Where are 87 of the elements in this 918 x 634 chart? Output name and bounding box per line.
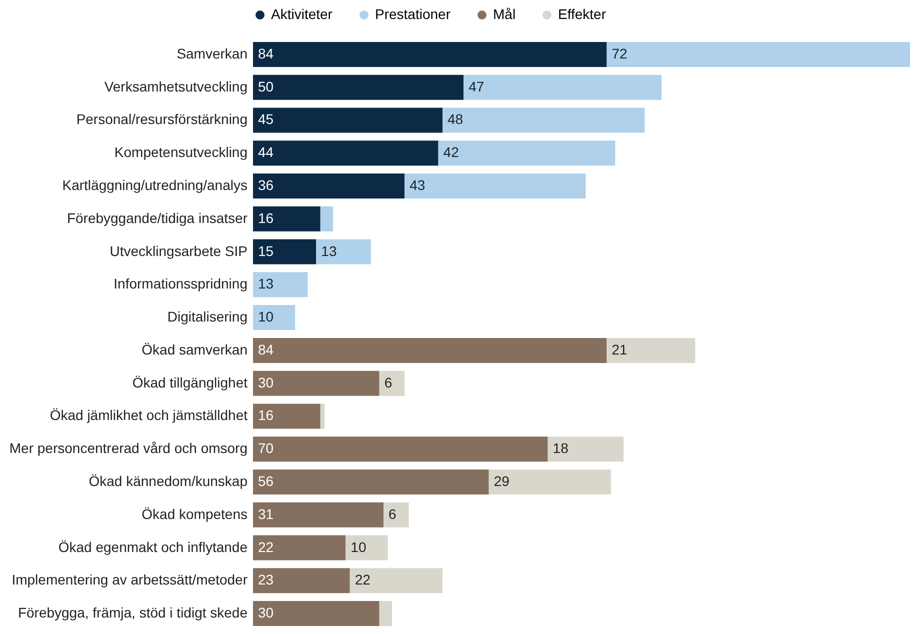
bar bbox=[438, 140, 616, 166]
y-tick-label: Ökad samverkan bbox=[142, 341, 248, 358]
bar bbox=[253, 568, 350, 594]
data-label: 16 bbox=[258, 210, 274, 226]
data-label: 72 bbox=[612, 45, 628, 62]
y-tick-label: Digitalisering bbox=[167, 308, 248, 325]
y-tick-label: Utvecklingsarbete SIP bbox=[110, 242, 248, 259]
data-label: 43 bbox=[410, 177, 426, 193]
data-label: 31 bbox=[258, 506, 274, 522]
y-tick-label: Förebyggande/tidiga insatser bbox=[66, 210, 248, 226]
data-label: 70 bbox=[258, 440, 274, 456]
bar bbox=[253, 206, 320, 232]
data-label: 13 bbox=[258, 276, 274, 292]
data-label: 48 bbox=[448, 111, 464, 128]
bar bbox=[253, 239, 316, 264]
bar bbox=[350, 568, 443, 594]
legend-label: Aktiviteter bbox=[271, 6, 333, 22]
data-label: 10 bbox=[350, 538, 366, 555]
data-label: 84 bbox=[258, 45, 274, 62]
data-label: 13 bbox=[321, 242, 337, 259]
data-label: 22 bbox=[354, 572, 371, 588]
bar bbox=[253, 601, 380, 626]
data-label: 16 bbox=[258, 407, 274, 424]
bar bbox=[253, 174, 405, 198]
data-label: 30 bbox=[258, 604, 274, 621]
data-label: 6 bbox=[384, 374, 392, 390]
bar bbox=[253, 140, 438, 166]
bar bbox=[379, 601, 392, 626]
bar bbox=[253, 502, 384, 528]
bar bbox=[404, 174, 586, 198]
data-label: 84 bbox=[258, 341, 274, 358]
y-tick-label: Ökad kompetens bbox=[142, 506, 248, 522]
bar bbox=[253, 108, 443, 133]
y-tick-label: Ökad egenmakt och inflytande bbox=[58, 538, 248, 555]
data-label: 21 bbox=[612, 341, 628, 358]
data-label: 30 bbox=[258, 374, 274, 390]
data-label: 47 bbox=[468, 78, 484, 94]
bar bbox=[253, 305, 296, 330]
data-label: 44 bbox=[258, 144, 274, 160]
bar bbox=[316, 239, 371, 264]
bar bbox=[253, 535, 346, 560]
bar bbox=[379, 370, 405, 396]
data-label: 18 bbox=[552, 440, 569, 456]
bar bbox=[253, 338, 607, 363]
bar bbox=[253, 74, 464, 100]
bar bbox=[253, 42, 607, 67]
bar bbox=[320, 206, 334, 232]
bar bbox=[488, 470, 611, 494]
y-tick-label: Förebygga, främja, stöd i tidigt skede bbox=[18, 604, 248, 621]
data-label: 50 bbox=[258, 78, 274, 94]
bar bbox=[442, 108, 645, 133]
data-label: 29 bbox=[494, 473, 510, 489]
y-tick-label: Mer personcentrerad vård och omsorg bbox=[9, 440, 248, 456]
y-tick-label: Samverkan bbox=[176, 45, 248, 62]
legend-label: Effekter bbox=[558, 6, 606, 22]
bar bbox=[253, 272, 308, 298]
bar bbox=[346, 535, 388, 560]
y-tick-label: Kompetensutveckling bbox=[114, 144, 248, 160]
bar bbox=[253, 470, 489, 494]
data-label: 56 bbox=[258, 473, 274, 489]
data-label: 10 bbox=[258, 308, 274, 325]
bar bbox=[320, 404, 325, 429]
bar bbox=[253, 436, 548, 462]
data-label: 6 bbox=[388, 506, 397, 522]
data-label: 23 bbox=[258, 572, 274, 588]
legend-label: Mål bbox=[493, 6, 516, 22]
data-label: 15 bbox=[258, 242, 274, 259]
data-label: 45 bbox=[258, 111, 274, 128]
y-tick-label: Personal/resursförstärkning bbox=[76, 111, 248, 128]
bar bbox=[253, 370, 380, 396]
bar bbox=[606, 42, 910, 67]
y-tick-label: Ökad tillgänglighet bbox=[132, 374, 248, 390]
y-tick-label: Ökad jämlikhet och jämställdhet bbox=[50, 407, 248, 424]
y-tick-label: Implementering av arbetssätt/metoder bbox=[12, 572, 248, 588]
data-label: 22 bbox=[258, 538, 274, 555]
data-label: 36 bbox=[258, 177, 274, 193]
y-tick-label: Verksamhetsutveckling bbox=[104, 78, 248, 94]
bar bbox=[384, 502, 409, 528]
bar bbox=[548, 436, 624, 462]
y-tick-label: Informationsspridning bbox=[114, 276, 248, 292]
y-tick-label: Ökad kännedom/kunskap bbox=[88, 473, 248, 489]
bar bbox=[464, 74, 662, 100]
data-label: 42 bbox=[443, 144, 460, 160]
bar bbox=[606, 338, 696, 363]
y-tick-label: Kartläggning/utredning/analys bbox=[62, 177, 248, 193]
legend-label: Prestationer bbox=[375, 6, 451, 22]
bar bbox=[253, 404, 320, 429]
